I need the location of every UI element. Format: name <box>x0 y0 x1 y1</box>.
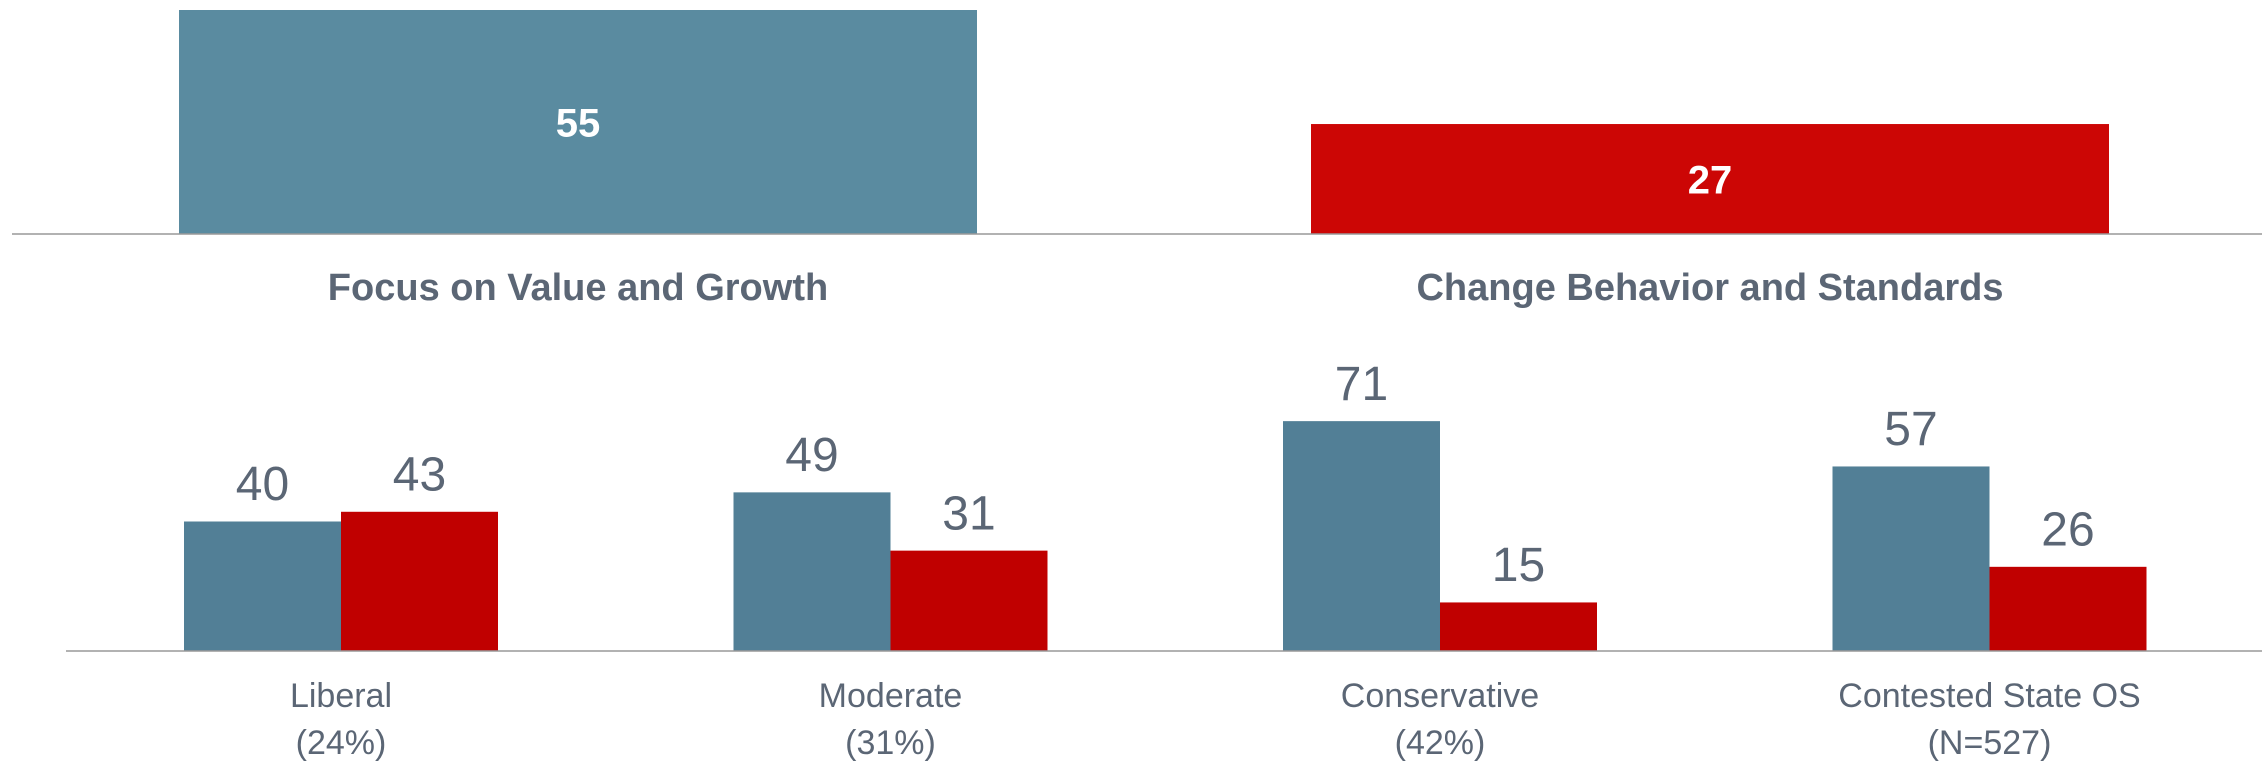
bar <box>1311 124 2109 234</box>
bar <box>179 10 977 234</box>
bar <box>184 521 341 651</box>
value-label: 27 <box>1688 159 1733 203</box>
value-label: 57 <box>1884 403 1937 456</box>
category-label: (N=527) <box>1928 724 2052 762</box>
category-label: (42%) <box>1395 724 1486 762</box>
value-label: 43 <box>393 448 446 501</box>
bar <box>1440 602 1597 651</box>
category-label: Focus on Value and Growth <box>328 267 828 309</box>
category-label: (31%) <box>845 724 936 762</box>
bar <box>1989 566 2147 651</box>
category-label: Conservative <box>1341 677 1539 715</box>
category-label: Liberal <box>290 677 392 715</box>
category-label: Contested State OS <box>1838 677 2140 715</box>
value-label: 55 <box>556 102 601 146</box>
category-label: Change Behavior and Standards <box>1416 267 2003 309</box>
value-label: 31 <box>942 487 995 540</box>
bar <box>733 492 891 651</box>
value-label: 40 <box>236 458 289 511</box>
category-label: (24%) <box>296 724 387 762</box>
bar <box>1283 421 1440 651</box>
value-label: 15 <box>1492 539 1545 592</box>
value-label: 26 <box>2041 503 2094 556</box>
value-label: 49 <box>785 429 838 482</box>
value-label: 71 <box>1335 358 1388 411</box>
bar <box>1832 466 1990 651</box>
bar <box>890 550 1048 651</box>
category-label: Moderate <box>819 677 963 715</box>
bar <box>341 511 498 651</box>
